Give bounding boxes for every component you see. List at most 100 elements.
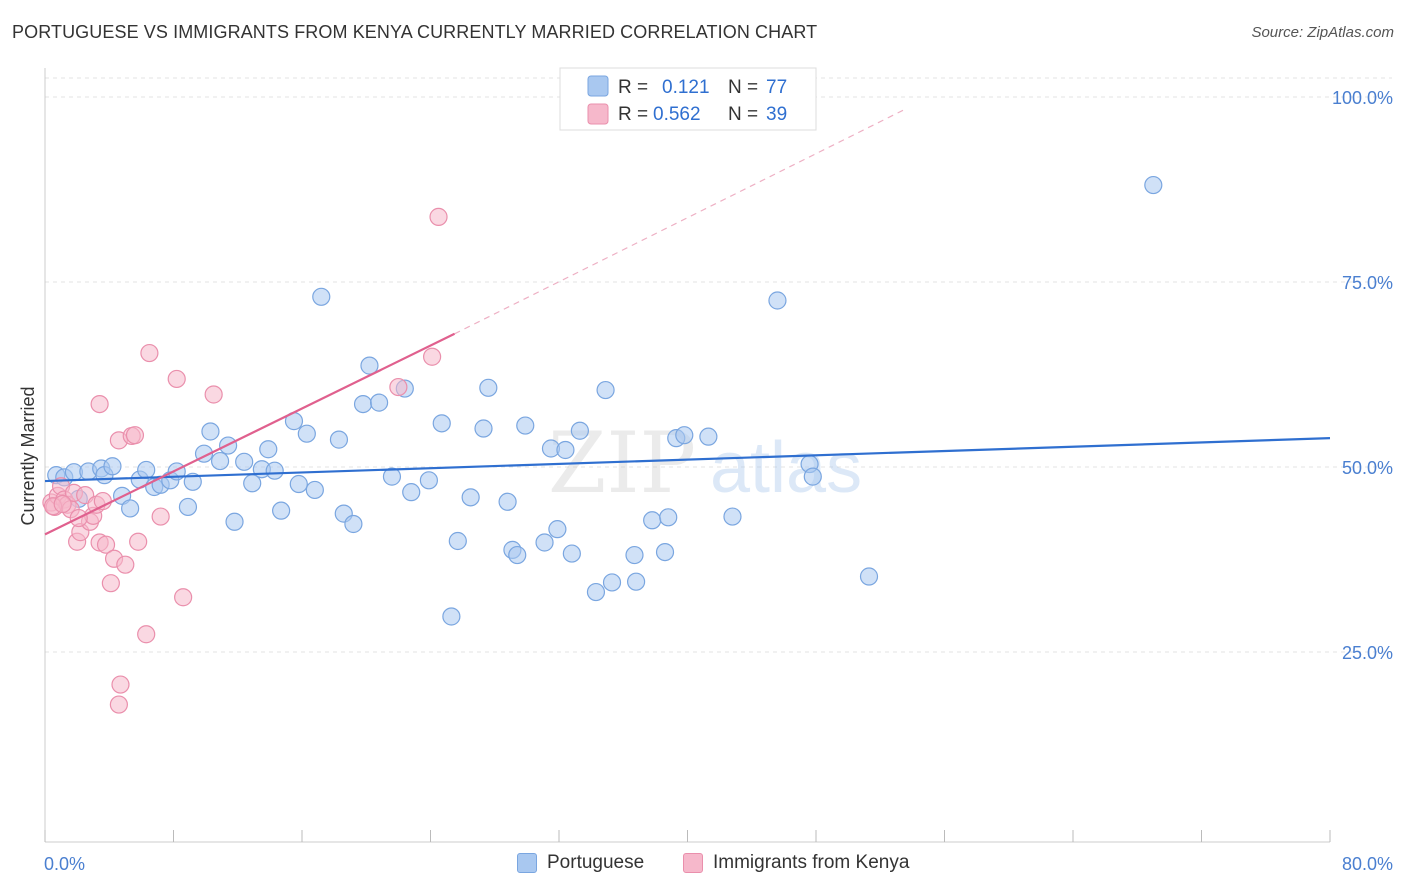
portuguese-point bbox=[265, 461, 284, 480]
kenya-point bbox=[116, 555, 135, 574]
legend-r-value-2: 0.562 bbox=[653, 104, 701, 125]
kenya-point bbox=[204, 385, 223, 404]
portuguese-point bbox=[305, 480, 324, 500]
y-tick-labels: 25.0% 50.0% 75.0% 100.0% bbox=[1332, 88, 1393, 663]
kenya-point bbox=[129, 532, 148, 551]
kenya-point bbox=[167, 369, 186, 389]
portuguese-point bbox=[602, 573, 622, 592]
portuguese-point bbox=[461, 488, 480, 507]
legend-r-label-2: R = bbox=[618, 104, 648, 125]
portuguese-point bbox=[586, 582, 606, 602]
bottom-legend-item-portuguese: Portuguese bbox=[517, 852, 644, 874]
portuguese-point bbox=[344, 514, 363, 534]
chart-title: PORTUGUESE VS IMMIGRANTS FROM KENYA CURR… bbox=[12, 22, 818, 42]
legend-n-label-1: N = bbox=[728, 77, 758, 98]
y-tick-label: 100.0% bbox=[1332, 88, 1393, 108]
portuguese-point bbox=[312, 287, 331, 306]
y-tick-label: 25.0% bbox=[1342, 643, 1393, 663]
kenya-point bbox=[111, 675, 130, 694]
kenya-point bbox=[151, 507, 170, 526]
portuguese-point bbox=[370, 393, 389, 412]
portuguese-point bbox=[723, 507, 742, 526]
portuguese-trend-line bbox=[44, 437, 1331, 483]
portuguese-point bbox=[289, 474, 308, 494]
portuguese-point bbox=[643, 511, 662, 530]
source-credit: Source: ZipAtlas.com bbox=[1251, 24, 1394, 41]
portuguese-point bbox=[297, 424, 316, 443]
portuguese-point bbox=[201, 422, 220, 441]
portuguese-point bbox=[121, 499, 140, 518]
kenya-point bbox=[125, 426, 145, 445]
legend-n-label-2: N = bbox=[728, 104, 758, 125]
portuguese-point bbox=[570, 421, 589, 440]
portuguese-point bbox=[178, 497, 198, 517]
kenya-point bbox=[423, 347, 442, 366]
axes bbox=[44, 68, 1331, 843]
trend-lines bbox=[44, 108, 1331, 536]
x-tick-label: 80.0% bbox=[1342, 854, 1393, 874]
portuguese-point bbox=[448, 531, 467, 551]
portuguese-point bbox=[596, 380, 615, 400]
portuguese-point bbox=[235, 452, 254, 471]
kenya-point bbox=[101, 574, 120, 593]
portuguese-point bbox=[699, 427, 718, 446]
portuguese-point bbox=[210, 451, 230, 471]
kenya-point bbox=[389, 377, 408, 397]
portuguese-point bbox=[353, 395, 373, 414]
portuguese-point bbox=[498, 492, 517, 511]
portuguese-point bbox=[803, 467, 822, 486]
kenya-point bbox=[174, 588, 193, 607]
portuguese-point bbox=[382, 467, 402, 486]
kenya-point bbox=[140, 343, 159, 363]
portuguese-point bbox=[225, 512, 244, 531]
watermark-atlas: atlas bbox=[710, 428, 862, 508]
grid-lines bbox=[45, 77, 1392, 653]
kenya-trend-extension bbox=[454, 108, 907, 335]
kenya-point bbox=[96, 535, 116, 554]
x-tick-label: 0.0% bbox=[44, 854, 85, 874]
portuguese-point bbox=[1144, 175, 1163, 195]
portuguese-point bbox=[360, 356, 379, 375]
kenya-point bbox=[109, 695, 128, 714]
portuguese-point bbox=[442, 607, 461, 626]
bottom-legend: Portuguese Immigrants from Kenya bbox=[0, 852, 1406, 878]
kenya-point bbox=[90, 395, 109, 414]
portuguese-point bbox=[432, 414, 451, 433]
portuguese-point bbox=[562, 544, 581, 563]
portuguese-point bbox=[329, 430, 349, 449]
legend-n-value-1: 77 bbox=[766, 77, 787, 98]
legend-box: R = 0.121 N = 77 R = 0.562 N = 39 bbox=[559, 67, 817, 131]
portuguese-point bbox=[183, 472, 202, 491]
portuguese-point bbox=[479, 378, 498, 397]
data-points bbox=[42, 175, 1163, 714]
portuguese-point bbox=[548, 520, 567, 539]
portuguese-point bbox=[103, 457, 122, 476]
kenya-trend-line bbox=[44, 332, 456, 536]
legend-swatch-blue bbox=[587, 75, 609, 97]
portuguese-point bbox=[402, 483, 421, 502]
kenya-point bbox=[53, 494, 72, 514]
bottom-legend-label-kenya: Immigrants from Kenya bbox=[713, 852, 910, 873]
kenya-swatch-icon bbox=[683, 853, 703, 873]
portuguese-point bbox=[626, 572, 646, 591]
portuguese-point bbox=[768, 291, 787, 310]
portuguese-point bbox=[655, 542, 675, 562]
y-tick-label: 50.0% bbox=[1342, 458, 1393, 478]
bottom-legend-item-kenya: Immigrants from Kenya bbox=[683, 852, 909, 874]
portuguese-point bbox=[508, 545, 527, 565]
portuguese-point bbox=[535, 533, 554, 552]
kenya-point bbox=[137, 625, 156, 644]
portuguese-point bbox=[556, 440, 575, 460]
x-tick-labels: 0.0% 80.0% bbox=[44, 854, 1393, 874]
portuguese-point bbox=[659, 508, 678, 527]
legend-r-label-1: R = bbox=[618, 77, 648, 98]
legend-swatch-pink bbox=[587, 103, 609, 125]
portuguese-point bbox=[625, 545, 644, 565]
portuguese-point bbox=[474, 419, 493, 438]
portuguese-point bbox=[137, 460, 156, 480]
portuguese-point bbox=[516, 416, 535, 435]
portuguese-point bbox=[272, 501, 291, 520]
y-tick-label: 75.0% bbox=[1342, 273, 1393, 293]
legend-r-value-1: 0.121 bbox=[662, 77, 710, 98]
